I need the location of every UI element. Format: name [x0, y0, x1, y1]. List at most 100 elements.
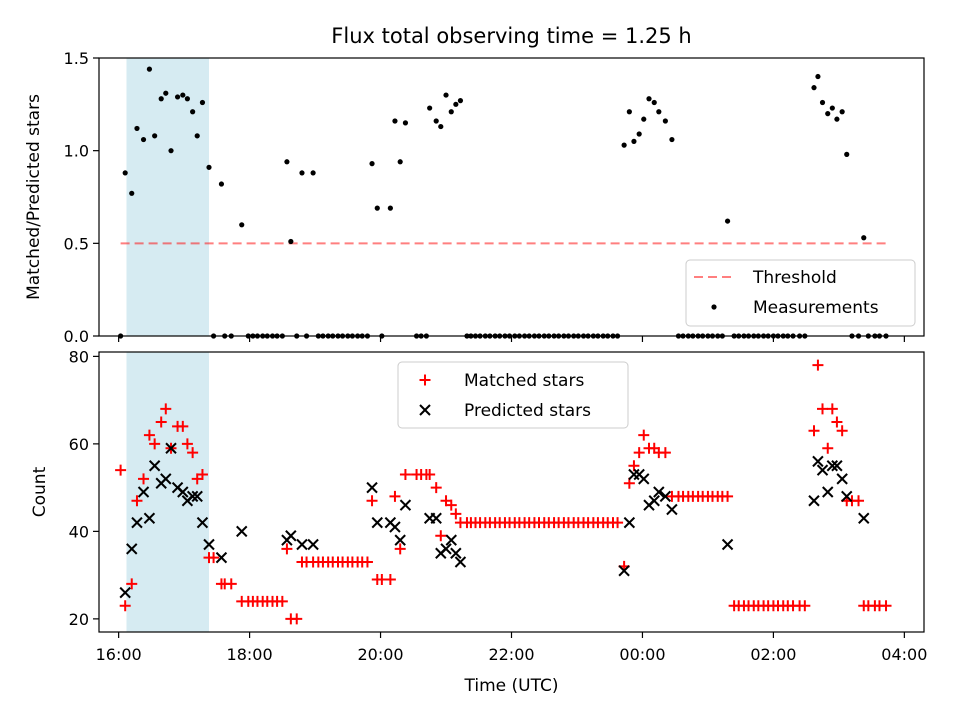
marker-stroke	[165, 442, 177, 454]
predicted-star-marker	[623, 516, 636, 529]
marker-stroke	[296, 538, 308, 551]
marker-stroke	[399, 499, 412, 511]
matched-star-marker	[812, 359, 824, 371]
marker-stroke	[721, 538, 734, 551]
measurement-point	[834, 116, 840, 122]
predicted-star-marker	[307, 538, 319, 551]
predicted-star-marker	[131, 516, 143, 529]
matched-star-marker	[143, 429, 155, 441]
measurement-point	[146, 66, 153, 72]
matched-star-marker	[831, 416, 843, 428]
predicted-star-marker	[191, 490, 203, 503]
bottom-panel: 20 40 60 80 16:00 18:00 20:00 22:00 00:00 02:00 04…	[30, 347, 927, 696]
matched-star-marker	[160, 403, 172, 415]
y-tick-label: 0.5	[64, 234, 89, 253]
measurement-point	[163, 90, 169, 96]
y-tick-label: 60	[69, 435, 89, 454]
marker-stroke	[186, 490, 199, 503]
x-tick-label: 18:00	[227, 645, 273, 664]
matched-star-marker	[291, 613, 303, 625]
predicted-star-marker	[165, 442, 177, 454]
marker-stroke	[137, 486, 150, 498]
predicted-star-marker	[808, 495, 820, 507]
measurement-point	[621, 142, 627, 148]
measurement-point	[669, 136, 675, 143]
matched-star-marker	[822, 442, 834, 454]
measurement-point	[443, 92, 449, 98]
marker-stroke	[666, 503, 678, 516]
matched-star-marker	[208, 552, 220, 564]
matched-star-marker	[361, 556, 373, 568]
marker-stroke	[236, 525, 248, 538]
measurement-point	[631, 138, 637, 144]
x-axis-label: Time (UTC)	[464, 676, 559, 696]
matched-star-marker	[177, 420, 189, 432]
measurement-point	[134, 125, 140, 132]
marker-stroke	[394, 534, 406, 546]
top-panel: 0.0 0.5 1.0 1.5 Flux total observing time =…	[24, 24, 925, 346]
predicted-star-marker	[371, 516, 383, 529]
matched-star-marker	[196, 469, 208, 480]
predicted-star-marker	[236, 525, 248, 538]
marker-stroke	[858, 512, 870, 524]
matched-star-marker	[435, 530, 447, 542]
predicted-star-marker	[628, 468, 640, 481]
matched-star-marker	[445, 499, 457, 511]
matched-star-marker	[853, 495, 865, 507]
measurement-point	[433, 118, 439, 124]
matched-star-marker	[366, 495, 378, 507]
measurement-point	[724, 218, 731, 224]
measurement-point	[825, 111, 831, 117]
y-tick-label: 20	[69, 610, 89, 629]
marker-stroke	[285, 530, 297, 542]
matched-star-marker	[181, 438, 193, 450]
top-y-axis-label: Matched/Predicted stars	[24, 94, 44, 300]
matched-star-marker	[817, 403, 829, 415]
matched-star-marker	[384, 574, 396, 585]
measurement-point	[158, 96, 164, 102]
measurement-point	[397, 159, 403, 165]
marker-stroke	[454, 556, 467, 568]
measurement-point	[651, 99, 657, 106]
predicted-star-marker	[454, 556, 467, 568]
predicted-star-marker	[296, 538, 308, 551]
measurement-point	[438, 123, 444, 130]
predicted-star-marker	[119, 586, 131, 599]
marker-stroke	[831, 460, 843, 472]
legend-measurement-swatch	[711, 304, 717, 310]
matched-star-marker	[638, 429, 650, 441]
measurement-point	[457, 98, 464, 104]
y-tick-label: 0.0	[64, 327, 89, 346]
predicted-star-marker	[831, 460, 843, 472]
y-tick-label: 1.0	[64, 142, 89, 161]
x-tick-label: 22:00	[488, 645, 534, 664]
marker-stroke	[126, 543, 138, 555]
legend-predicted-label: Predicted stars	[464, 401, 591, 421]
predicted-star-marker	[148, 460, 161, 472]
marker-stroke	[203, 538, 215, 551]
matched-star-marker	[880, 600, 892, 612]
bottom-y-axis-label: Count	[30, 466, 50, 517]
measurement-point	[829, 105, 835, 111]
matched-star-marker	[131, 495, 143, 507]
marker-stroke	[389, 521, 401, 533]
measurement-point	[299, 170, 305, 176]
matched-star-marker	[119, 600, 131, 612]
measurement-point	[239, 222, 245, 228]
marker-stroke	[196, 516, 209, 529]
measurement-point	[369, 161, 375, 167]
matched-star-marker	[399, 469, 411, 480]
measurement-point	[122, 170, 128, 176]
predicted-star-marker	[196, 516, 209, 529]
predicted-star-marker	[618, 565, 630, 577]
marker-stroke	[659, 490, 672, 503]
matched-star-marker	[836, 425, 848, 437]
bottom-axis: 20 40 60 80 16:00 18:00 20:00 22:00 00:00 02:00 04…	[69, 347, 928, 664]
marker-stroke	[119, 586, 131, 599]
measurement-point	[387, 205, 393, 211]
marker-stroke	[445, 534, 457, 546]
x-tick-label: 20:00	[357, 645, 403, 664]
marker-stroke	[638, 473, 650, 485]
y-tick-label: 1.5	[64, 49, 89, 68]
matched-star-marker	[149, 438, 161, 450]
